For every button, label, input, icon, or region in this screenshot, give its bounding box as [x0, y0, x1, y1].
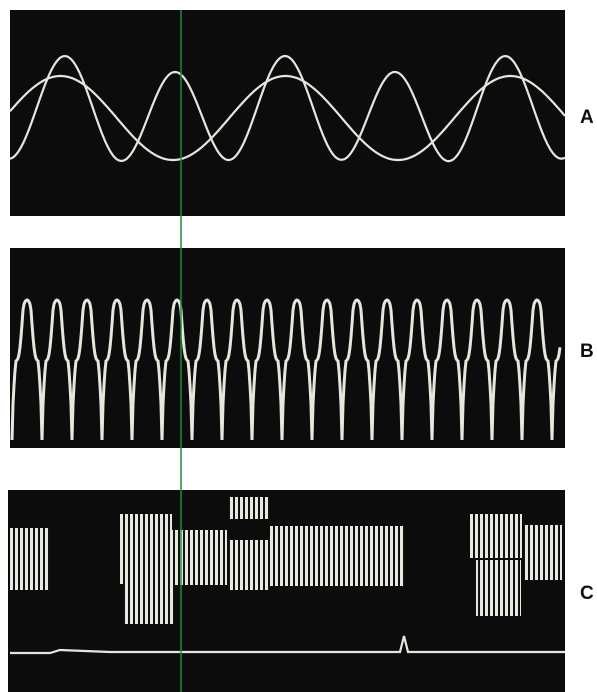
signal-burst — [270, 526, 405, 586]
scope-panel-a — [10, 10, 565, 216]
panel-label: B — [580, 341, 594, 362]
signal-burst — [228, 540, 270, 572]
figure: A B C — [0, 0, 597, 692]
signal-burst — [10, 565, 50, 583]
signal-burst — [476, 560, 521, 616]
panel-label: C — [580, 583, 594, 604]
signal-burst — [524, 525, 562, 580]
panel-label: A — [580, 107, 594, 128]
signal-burst — [120, 514, 172, 584]
signal-burst — [470, 514, 522, 558]
signal-burst — [124, 584, 174, 624]
signal-burst — [228, 572, 270, 590]
signal-burst — [228, 497, 270, 519]
